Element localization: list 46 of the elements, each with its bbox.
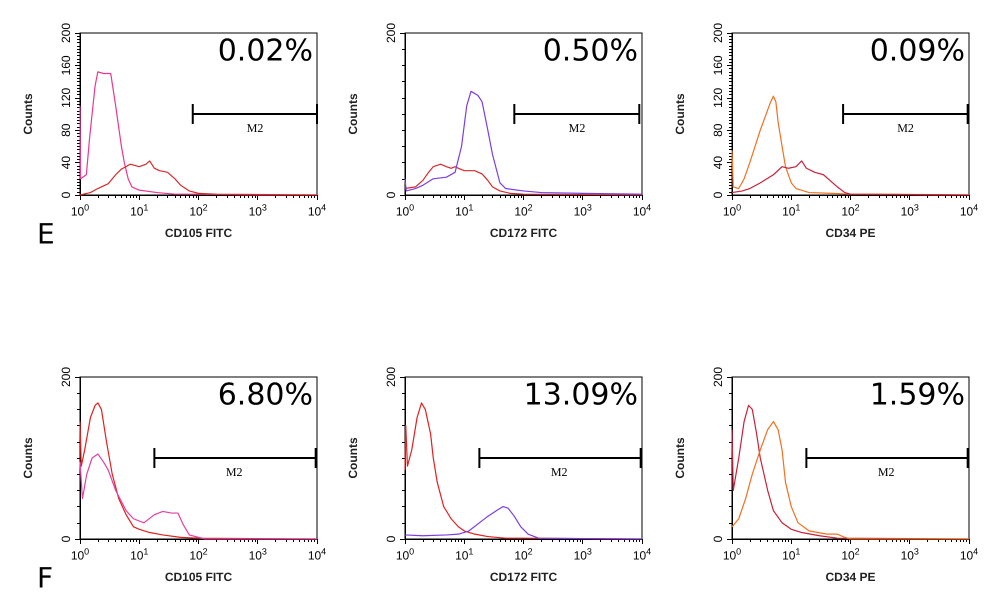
y-tick-label: 160	[711, 55, 725, 76]
annotation: 1.59%	[870, 378, 966, 412]
text: E	[37, 218, 55, 250]
annotation: 0.09%	[870, 34, 966, 68]
y-axis-title: Counts	[346, 93, 360, 135]
y-tick-label: 200	[711, 22, 725, 44]
y-tick-label: 120	[59, 87, 73, 108]
y-tick-label: 0	[59, 191, 73, 198]
y-tick-label: 120	[711, 87, 725, 108]
annotation: 0.50%	[542, 34, 638, 68]
annotation: M2	[550, 465, 568, 479]
y-tick-label: 0	[711, 191, 725, 198]
annotation: M2	[246, 121, 264, 135]
y-tick-label: 0	[59, 535, 73, 542]
y-tick-label: 200	[59, 366, 73, 388]
y-tick-label: 200	[384, 366, 398, 388]
y-tick-label: 160	[59, 55, 73, 76]
y-tick-label: 200	[711, 366, 725, 388]
y-tick-label: 80	[59, 123, 73, 137]
text: F	[37, 562, 54, 594]
y-tick-label: 80	[711, 123, 725, 137]
y-tick-label: 0	[711, 535, 725, 542]
annotation: 13.09%	[524, 378, 638, 412]
x-axis-title: CD105 FITC	[164, 570, 232, 584]
x-axis-title: CD105 FITC	[164, 226, 232, 240]
x-axis-title: CD172 FITC	[490, 226, 558, 240]
y-tick-label: 0	[384, 191, 398, 198]
annotation: M2	[878, 465, 895, 479]
y-axis-title: Counts	[673, 437, 687, 479]
annotation: 6.80%	[218, 378, 314, 412]
y-tick-label: 200	[59, 22, 73, 44]
annotation: 0.02%	[218, 34, 314, 68]
y-axis-title: Counts	[673, 93, 687, 135]
y-tick-label: 40	[59, 156, 73, 170]
y-axis-title: Counts	[21, 93, 35, 135]
y-tick-label: 0	[384, 535, 398, 542]
y-tick-label: 200	[384, 22, 398, 44]
x-axis-title: CD34 PE	[825, 570, 876, 584]
annotation: M2	[568, 121, 586, 135]
y-axis-title: Counts	[346, 437, 360, 479]
y-tick-label: 40	[711, 156, 725, 170]
annotation: M2	[226, 465, 243, 479]
annotation: M2	[897, 121, 914, 135]
y-axis-title: Counts	[21, 437, 35, 479]
x-axis-title: CD172 FITC	[490, 570, 558, 584]
x-axis-title: CD34 PE	[825, 226, 876, 240]
